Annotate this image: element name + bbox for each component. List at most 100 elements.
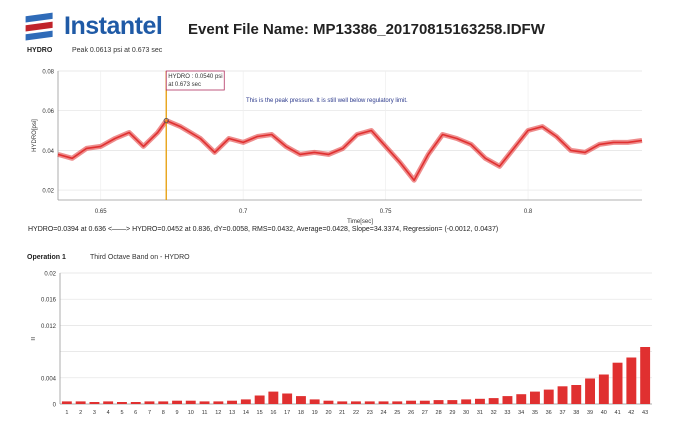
- band-tick-label: 20: [325, 410, 331, 416]
- band-bar: [571, 385, 582, 404]
- band-bar: [117, 402, 127, 404]
- band-tick-label: 29: [449, 410, 455, 416]
- band-bar: [213, 401, 224, 404]
- band-bar: [89, 402, 100, 404]
- cursor-marker: [163, 118, 169, 124]
- band-tick-label: 18: [298, 410, 304, 416]
- band-tick-label: 38: [573, 410, 579, 416]
- line-chart-y-tick-label: 0.06: [42, 109, 54, 115]
- band-tick-label: 31: [477, 410, 483, 416]
- band-bar: [103, 401, 114, 404]
- band-bar: [626, 357, 637, 404]
- band-tick-label: 35: [532, 410, 538, 416]
- band-tick-label: 37: [559, 410, 565, 416]
- band-bar: [364, 401, 375, 404]
- bar-chart-y-tick-label: 0.016: [41, 298, 57, 304]
- band-bar: [461, 399, 472, 404]
- band-bar: [144, 401, 155, 404]
- band-bar: [419, 400, 430, 404]
- band-bar: [475, 398, 485, 404]
- band-tick-label: 11: [202, 410, 208, 416]
- band-tick-label: 13: [229, 410, 235, 416]
- band-bar: [447, 400, 458, 404]
- band-tick-label: 34: [518, 410, 524, 416]
- line-chart-x-tick-label: 0.7: [239, 209, 248, 215]
- line-chart-x-tick-label: 0.75: [380, 209, 392, 215]
- band-bar: [254, 395, 265, 404]
- band-tick-label: 42: [628, 410, 634, 416]
- band-bar: [185, 400, 196, 404]
- cursor-stats-line: HYDRO=0.0394 at 0.636 <——> HYDRO=0.0452 …: [28, 226, 499, 233]
- band-tick-label: 3: [93, 410, 96, 416]
- bar-chart-y-axis-label: =: [31, 335, 36, 344]
- band-tick-label: 8: [162, 410, 165, 416]
- event-file-title: Event File Name: MP13386_20170815163258.…: [188, 21, 545, 38]
- cursor-tooltip-line1: HYDRO : 0.0540 psi: [168, 74, 222, 80]
- band-tick-label: 7: [148, 410, 151, 416]
- line-chart-y-axis-label: HYDRO[psi]: [32, 119, 38, 152]
- band-tick-label: 4: [107, 410, 110, 416]
- band-tick-label: 15: [257, 410, 263, 416]
- band-tick-label: 39: [587, 410, 593, 416]
- band-bar: [640, 347, 651, 404]
- band-tick-label: 16: [270, 410, 276, 416]
- band-bar: [158, 401, 169, 404]
- band-tick-label: 30: [463, 410, 469, 416]
- band-bar: [351, 401, 361, 404]
- band-bar: [406, 400, 416, 404]
- band-tick-label: 17: [284, 410, 290, 416]
- band-tick-label: 23: [367, 410, 373, 416]
- band-bar: [516, 394, 527, 404]
- band-bar: [530, 391, 540, 404]
- band-tick-label: 40: [601, 410, 607, 416]
- band-tick-label: 9: [175, 410, 178, 416]
- brand-name: Instantel: [64, 12, 163, 40]
- band-bar: [130, 402, 141, 404]
- band-tick-label: 36: [546, 410, 552, 416]
- cursor-tooltip-line2: at 0.673 sec: [168, 82, 201, 88]
- line-chart-y-tick-label: 0.04: [42, 149, 54, 155]
- band-tick-label: 43: [642, 410, 648, 416]
- section2-label: Operation 1: [27, 254, 66, 261]
- band-tick-label: 25: [394, 410, 400, 416]
- band-bar: [240, 399, 251, 404]
- band-tick-label: 10: [188, 410, 194, 416]
- band-bar: [488, 398, 499, 404]
- band-bar: [227, 400, 237, 404]
- band-bar: [543, 389, 554, 404]
- band-bar: [392, 401, 403, 404]
- band-tick-label: 41: [615, 410, 621, 416]
- section1-label: HYDRO: [27, 47, 53, 54]
- line-chart-y-tick-label: 0.02: [42, 189, 54, 195]
- band-bar: [199, 401, 210, 404]
- line-chart-x-tick-label: 0.8: [524, 209, 533, 215]
- band-tick-label: 26: [408, 410, 414, 416]
- line-chart-x-axis-label: Time[sec]: [347, 219, 373, 225]
- band-bar: [502, 396, 513, 404]
- bar-chart-y-tick-label: 0.004: [41, 376, 57, 382]
- band-tick-label: 5: [120, 410, 123, 416]
- band-bar: [337, 401, 348, 404]
- section2-info: Third Octave Band on - HYDRO: [90, 254, 190, 261]
- band-tick-label: 19: [312, 410, 318, 416]
- band-tick-label: 33: [504, 410, 510, 416]
- line-chart-y-tick-label: 0.08: [42, 70, 54, 76]
- instantel-logo: [25, 12, 53, 41]
- band-bar: [296, 396, 306, 404]
- bar-chart-y-tick-label: 0: [53, 403, 57, 409]
- hydro-series-line: [57, 119, 643, 181]
- hydro-waveform-chart: 0.02 0.04 0.06 0.08 0.65 0.7 0.75 0.8 Time[sec] H…: [32, 70, 643, 225]
- band-bar: [309, 399, 320, 404]
- line-chart-x-tick-label: 0.65: [95, 209, 107, 215]
- band-tick-label: 24: [380, 410, 386, 416]
- cursor-tooltip-box: [165, 70, 225, 91]
- band-tick-label: 12: [215, 410, 221, 416]
- band-bar: [585, 378, 595, 404]
- band-bar: [323, 400, 334, 404]
- band-tick-label: 2: [79, 410, 82, 416]
- band-tick-label: 28: [436, 410, 442, 416]
- band-bar: [268, 391, 279, 404]
- peak-annotation: This is the peak pressure. It is still w…: [246, 98, 408, 104]
- bar-chart-y-tick-label: 0.02: [44, 272, 56, 278]
